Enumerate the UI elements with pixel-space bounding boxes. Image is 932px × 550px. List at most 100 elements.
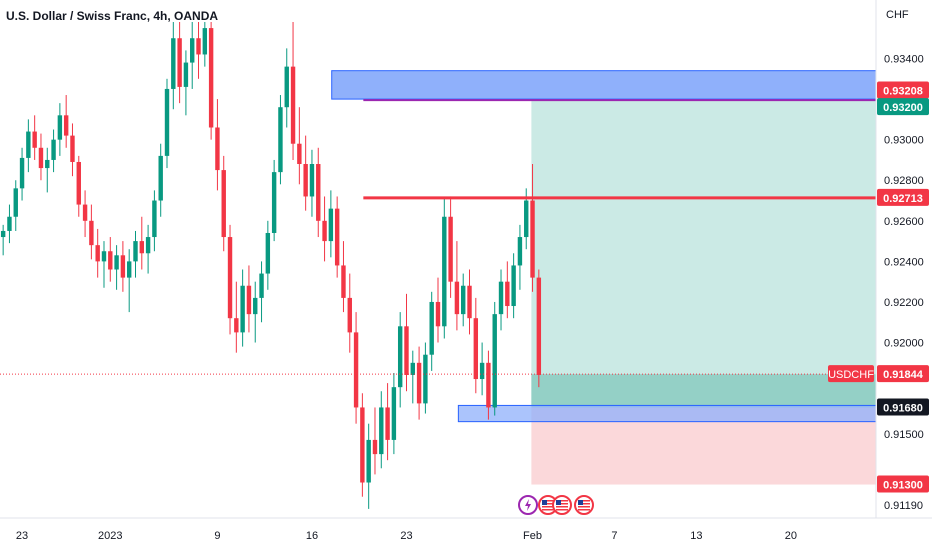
candle-body (139, 241, 145, 254)
candle-body (76, 161, 81, 205)
candle (454, 241, 460, 331)
candle (227, 224, 233, 335)
demand-zone[interactable] (457, 404, 877, 423)
candle-body (385, 407, 390, 440)
candle (271, 159, 277, 242)
flag-stripe (542, 500, 554, 502)
candle-body (347, 297, 352, 333)
price-badge-bg (877, 475, 929, 493)
flag-stripe (556, 500, 568, 502)
x-tick-label: 13 (690, 530, 702, 542)
candle-body (473, 318, 479, 380)
candle-body (208, 28, 214, 128)
candle (316, 147, 321, 238)
candle (0, 224, 6, 256)
candle-body (265, 232, 271, 274)
candle (32, 115, 37, 160)
price-badge-bg (877, 398, 929, 416)
candle (145, 224, 151, 274)
lines-layer[interactable] (0, 99, 876, 375)
price-badge-label: 0.93208 (883, 85, 923, 97)
candle (303, 135, 308, 211)
candle (511, 253, 516, 319)
us-flag-icon[interactable] (552, 495, 572, 515)
candle (385, 383, 390, 461)
candle (95, 228, 100, 278)
candle-body (366, 439, 371, 483)
price-badge-bg (877, 365, 929, 383)
candle-body (215, 127, 220, 171)
candle (171, 22, 176, 110)
currency-label: CHF (886, 9, 909, 21)
y-tick-label: 0.91500 (884, 429, 924, 441)
x-tick-label: 7 (611, 530, 617, 542)
flag-stripe (578, 509, 590, 511)
candle (297, 107, 302, 185)
candle-body (171, 38, 176, 89)
candle-body (391, 387, 397, 440)
candle-body (101, 251, 107, 262)
candle (334, 196, 340, 278)
lightning-icon[interactable] (518, 495, 538, 515)
candle (208, 22, 214, 140)
candle-body (536, 277, 542, 375)
candle (265, 220, 271, 290)
price-badge-bg (877, 98, 929, 116)
target-area[interactable] (531, 99, 876, 408)
candle-body (196, 38, 201, 55)
candle (190, 22, 195, 89)
candle (246, 265, 252, 333)
y-tick-label: 0.92400 (884, 256, 924, 268)
y-tick-label: 0.92200 (884, 297, 924, 309)
candle-body (32, 131, 37, 148)
candle (448, 196, 453, 298)
lightning-glyph (525, 499, 531, 511)
supply-zone[interactable] (331, 70, 877, 100)
open-profit-area (531, 374, 876, 408)
flag-stripe (542, 506, 554, 508)
candle (196, 22, 201, 79)
candle (19, 147, 25, 201)
candle-body (530, 200, 535, 278)
us-flag-icon[interactable] (574, 495, 594, 515)
candle (284, 48, 289, 128)
candle (473, 297, 479, 394)
candle (391, 372, 397, 455)
candle (467, 269, 472, 335)
candle-body (379, 407, 384, 455)
candle-body (158, 155, 163, 201)
candle (183, 50, 189, 116)
candle (498, 269, 504, 331)
candle (505, 261, 510, 319)
candle-body (57, 115, 63, 140)
candle (133, 230, 138, 278)
candle-body (397, 326, 403, 388)
candle-body (120, 255, 126, 278)
zone-layer[interactable] (331, 70, 877, 423)
candle (158, 143, 163, 217)
candle-body (328, 208, 334, 242)
flag-stripe (542, 509, 554, 511)
price-badge-label: 0.91680 (883, 402, 923, 414)
candle-body (334, 208, 340, 266)
flag-stripe (556, 509, 568, 511)
candle-body (108, 251, 113, 270)
candle-body (322, 220, 327, 242)
candle-body (297, 143, 302, 165)
events-layer[interactable] (518, 495, 594, 515)
candle-body (38, 147, 44, 169)
price-badge-label: 0.93200 (883, 102, 923, 114)
candle (322, 196, 327, 262)
candle-body (505, 281, 510, 307)
candle (259, 261, 264, 323)
candle-body (152, 200, 157, 238)
x-tick-label: 2023 (98, 530, 122, 542)
candle-body (227, 237, 233, 319)
candle-body (234, 318, 239, 333)
candle-body (221, 170, 226, 238)
flag-stripe (578, 503, 590, 505)
x-tick-label: 23 (400, 530, 412, 542)
position-tool[interactable] (531, 99, 876, 485)
